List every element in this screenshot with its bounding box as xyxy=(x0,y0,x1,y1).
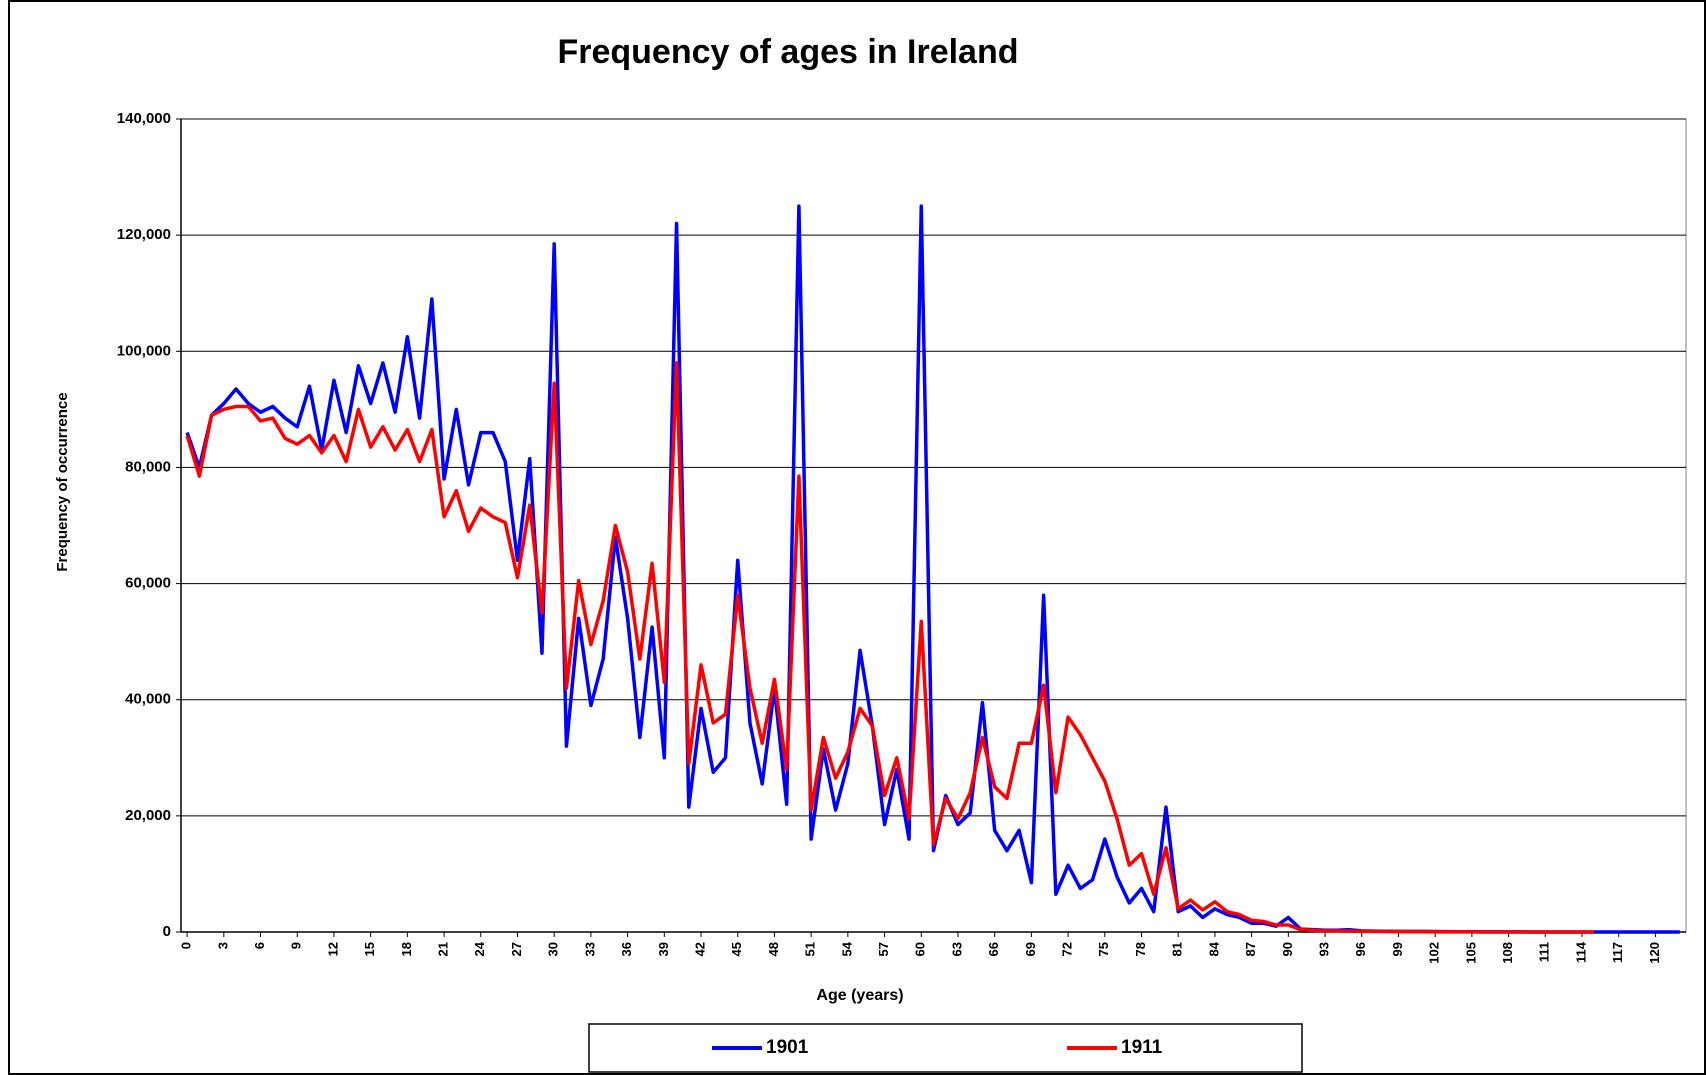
x-tick-label: 81 xyxy=(1170,942,1185,956)
y-tick-label: 40,000 xyxy=(125,691,171,708)
y-tick-label: 20,000 xyxy=(125,807,171,824)
x-tick-label: 87 xyxy=(1243,942,1258,956)
x-tick-label: 30 xyxy=(546,942,561,956)
x-tick-label: 45 xyxy=(729,942,744,956)
x-tick-label: 84 xyxy=(1206,941,1221,956)
x-tick-label: 24 xyxy=(472,941,487,956)
series-line xyxy=(185,361,1595,934)
x-tick-label: 93 xyxy=(1316,942,1331,956)
x-tick-label: 39 xyxy=(656,942,671,956)
x-tick-label: 3 xyxy=(215,942,230,949)
y-tick-label: 80,000 xyxy=(125,458,171,475)
x-tick-label: 48 xyxy=(766,942,781,956)
x-tick-label: 63 xyxy=(949,942,964,956)
legend-label: 1901 xyxy=(766,1037,809,1058)
x-tick-label: 18 xyxy=(399,942,414,956)
x-tick-label: 51 xyxy=(803,942,818,956)
x-tick-label: 57 xyxy=(876,942,891,956)
y-axis-label: Frequency of occurrence xyxy=(54,392,71,571)
x-tick-label: 21 xyxy=(436,942,451,956)
x-tick-label: 9 xyxy=(289,942,304,949)
x-tick-label: 15 xyxy=(362,942,377,956)
x-tick-label: 78 xyxy=(1133,942,1148,956)
x-tick-label: 108 xyxy=(1500,942,1515,964)
x-tick-label: 0 xyxy=(179,942,194,949)
chart-title: Frequency of ages in Ireland xyxy=(557,33,1018,71)
y-tick-label: 0 xyxy=(163,923,171,940)
x-axis-label: Age (years) xyxy=(816,987,903,1004)
x-tick-label: 12 xyxy=(325,942,340,956)
x-tick-label: 90 xyxy=(1280,942,1295,956)
x-tick-label: 75 xyxy=(1096,942,1111,956)
x-tick-label: 102 xyxy=(1427,942,1442,964)
x-tick-label: 105 xyxy=(1463,942,1478,964)
x-tick-label: 6 xyxy=(252,942,267,949)
legend-label: 1911 xyxy=(1121,1037,1163,1058)
x-tick-label: 66 xyxy=(986,942,1001,956)
y-tick-label: 100,000 xyxy=(117,342,171,359)
x-tick-label: 69 xyxy=(1023,942,1038,956)
x-tick-label: 99 xyxy=(1390,942,1405,956)
x-tick-label: 33 xyxy=(582,942,597,956)
x-tick-label: 117 xyxy=(1610,942,1625,963)
y-tick-label: 120,000 xyxy=(117,226,171,243)
y-tick-label: 140,000 xyxy=(117,110,171,127)
legend-box xyxy=(588,1023,1303,1073)
x-tick-label: 54 xyxy=(839,941,854,956)
y-tick-label: 60,000 xyxy=(125,575,171,592)
x-tick-label: 42 xyxy=(692,942,707,956)
x-tick-label: 114 xyxy=(1573,941,1588,963)
x-tick-label: 72 xyxy=(1060,942,1075,956)
x-tick-label: 27 xyxy=(509,942,524,956)
x-tick-label: 36 xyxy=(619,942,634,956)
x-tick-label: 96 xyxy=(1353,942,1368,956)
x-tick-label: 111 xyxy=(1537,942,1552,962)
x-tick-label: 60 xyxy=(913,942,928,956)
x-tick-label: 120 xyxy=(1647,942,1662,964)
